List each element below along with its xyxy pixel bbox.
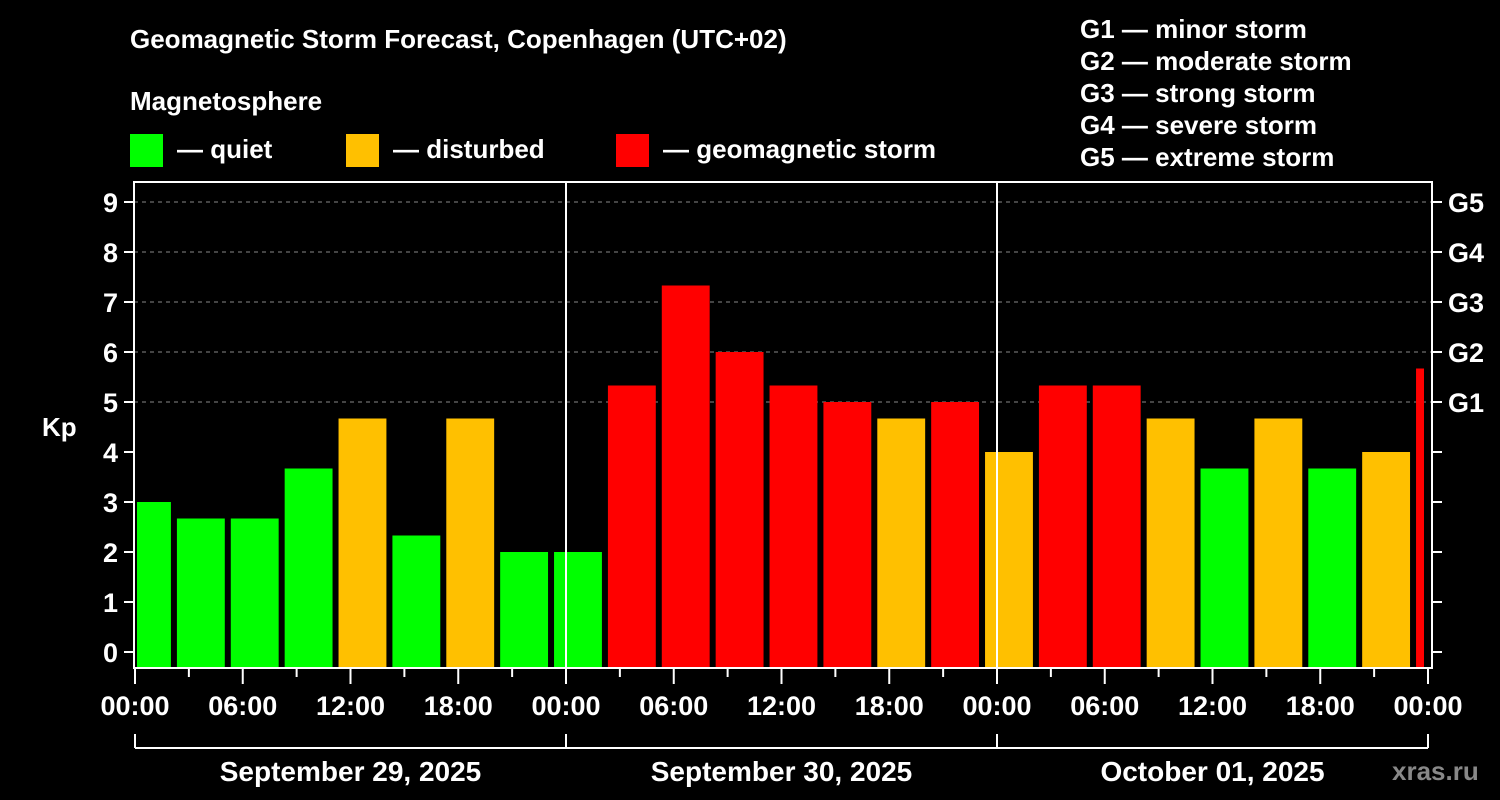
y-tick-label: 8: [103, 238, 118, 268]
x-tick-label: 12:00: [747, 691, 816, 721]
kp-bar: [1362, 452, 1411, 667]
x-tick-label: 00:00: [100, 691, 169, 721]
x-tick-label: 18:00: [424, 691, 493, 721]
kp-bar: [1254, 418, 1303, 667]
kp-bar: [1146, 418, 1195, 667]
date-label: September 29, 2025: [220, 756, 482, 787]
chart-title: Geomagnetic Storm Forecast, Copenhagen (…: [130, 24, 787, 54]
y-tick-label: 6: [103, 338, 118, 368]
y-axis-label: Kp: [42, 412, 77, 442]
kp-bar: [661, 285, 710, 667]
scale-g1: G1 — minor storm: [1080, 14, 1307, 44]
kp-bar: [446, 418, 495, 667]
kp-bar: [985, 452, 1033, 667]
kp-bar: [284, 468, 333, 667]
date-label: September 30, 2025: [651, 756, 913, 787]
scale-g5: G5 — extreme storm: [1080, 142, 1335, 172]
kp-bar: [1416, 368, 1424, 667]
scale-g4: G4 — severe storm: [1080, 110, 1318, 140]
legend-label-quiet: — quiet: [177, 134, 273, 164]
kp-bar: [931, 402, 980, 667]
kp-bar: [1038, 385, 1087, 667]
kp-bar: [607, 385, 656, 667]
legend-swatch-disturbed: [346, 134, 379, 167]
kp-bar: [823, 402, 872, 667]
x-tick-label: 12:00: [316, 691, 385, 721]
y-tick-label: 9: [103, 188, 118, 218]
g-scale-label: G1: [1448, 388, 1484, 418]
legend-label-disturbed: — disturbed: [393, 134, 545, 164]
watermark: xras.ru: [1392, 756, 1479, 786]
scale-g2: G2 — moderate storm: [1080, 46, 1352, 76]
kp-bar: [769, 385, 818, 667]
x-tick-label: 18:00: [1286, 691, 1355, 721]
y-tick-label: 0: [103, 638, 118, 668]
legend-swatch-storm: [616, 134, 649, 167]
x-tick-label: 06:00: [208, 691, 277, 721]
y-tick-label: 4: [103, 438, 118, 468]
y-tick-label: 7: [103, 288, 118, 318]
scale-g3: G3 — strong storm: [1080, 78, 1316, 108]
x-tick-label: 06:00: [1070, 691, 1139, 721]
kp-bar: [715, 352, 764, 667]
x-tick-label: 00:00: [1393, 691, 1462, 721]
kp-bar: [500, 552, 549, 667]
x-tick-label: 12:00: [1178, 691, 1247, 721]
x-tick-label: 00:00: [531, 691, 600, 721]
legend-label-storm: — geomagnetic storm: [663, 134, 937, 164]
x-tick-label: 00:00: [962, 691, 1031, 721]
kp-bar: [1200, 468, 1249, 667]
g-scale-label: G3: [1448, 288, 1484, 318]
kp-bar: [137, 502, 171, 667]
kp-bar: [554, 552, 602, 667]
kp-bar: [338, 418, 387, 667]
kp-bar: [230, 518, 279, 667]
date-label: October 01, 2025: [1100, 756, 1324, 787]
kp-bar: [1308, 468, 1357, 667]
plot-frame: [133, 181, 1433, 669]
legend-swatch-quiet: [130, 134, 163, 167]
y-tick-label: 5: [103, 388, 118, 418]
x-tick-label: 06:00: [639, 691, 708, 721]
kp-bar: [392, 535, 441, 667]
y-tick-label: 2: [103, 538, 118, 568]
kp-bar: [1092, 385, 1141, 667]
g-scale-label: G5: [1448, 188, 1484, 218]
x-tick-label: 18:00: [855, 691, 924, 721]
kp-bar: [176, 518, 225, 667]
legend-heading: Magnetosphere: [130, 86, 323, 116]
g-scale-label: G4: [1448, 238, 1484, 268]
y-tick-label: 3: [103, 488, 118, 518]
y-tick-label: 1: [103, 588, 118, 618]
kp-bar: [877, 418, 926, 667]
g-scale-label: G2: [1448, 338, 1484, 368]
